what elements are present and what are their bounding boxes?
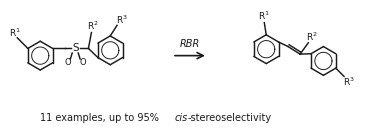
Text: O: O bbox=[64, 58, 71, 67]
Text: RBR: RBR bbox=[180, 39, 200, 49]
Text: R$^3$: R$^3$ bbox=[116, 14, 127, 26]
Text: 11 examples, up to 95%: 11 examples, up to 95% bbox=[40, 113, 162, 123]
Text: R$^1$: R$^1$ bbox=[9, 26, 20, 39]
Text: R$^2$: R$^2$ bbox=[306, 30, 318, 42]
Text: -stereoselectivity: -stereoselectivity bbox=[188, 113, 272, 123]
Text: cis: cis bbox=[175, 113, 188, 123]
Text: R$^2$: R$^2$ bbox=[87, 20, 98, 32]
Text: R$^1$: R$^1$ bbox=[259, 10, 270, 22]
Text: O: O bbox=[79, 58, 86, 67]
Text: S: S bbox=[72, 43, 79, 53]
Text: R$^3$: R$^3$ bbox=[343, 75, 355, 88]
